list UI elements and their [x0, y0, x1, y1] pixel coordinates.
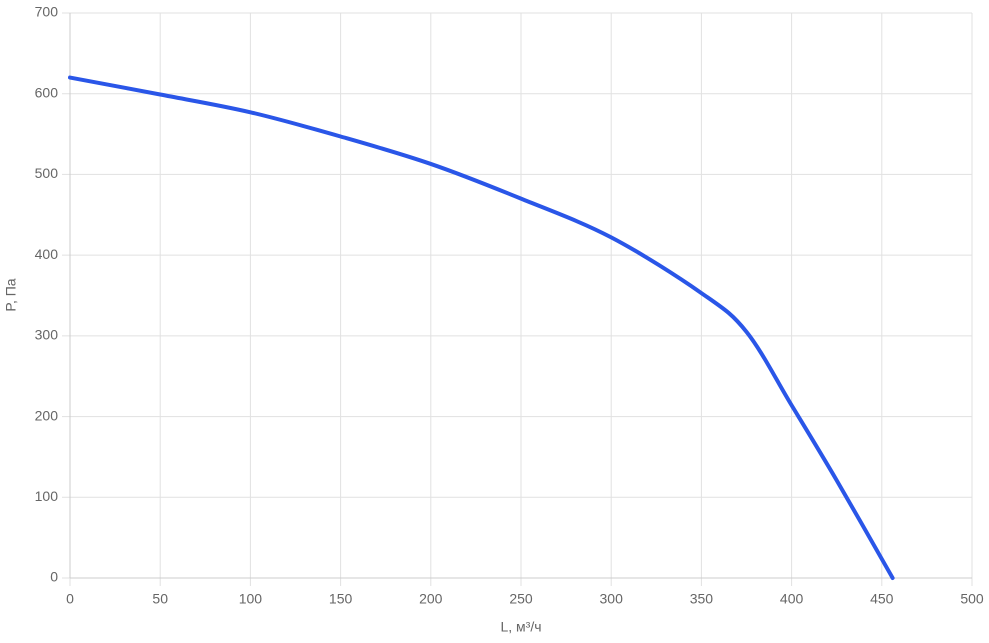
x-tick-label: 250	[509, 591, 533, 607]
y-tick-label: 100	[35, 488, 59, 504]
y-tick-label: 0	[50, 569, 58, 585]
y-tick-label: 400	[35, 246, 59, 262]
x-axis-label: L, м³/ч	[500, 619, 541, 635]
x-tick-label: 350	[690, 591, 714, 607]
y-axis-label: P, Па	[3, 278, 19, 311]
y-tick-label: 700	[35, 4, 59, 20]
x-tick-label: 100	[239, 591, 263, 607]
x-tick-label: 50	[152, 591, 168, 607]
x-tick-label: 400	[780, 591, 804, 607]
y-tick-label: 300	[35, 327, 59, 343]
x-tick-label: 0	[66, 591, 74, 607]
x-tick-label: 500	[960, 591, 984, 607]
y-tick-label: 500	[35, 165, 59, 181]
y-tick-label: 200	[35, 407, 59, 423]
x-tick-label: 300	[600, 591, 624, 607]
x-tick-label: 450	[870, 591, 894, 607]
x-tick-label: 200	[419, 591, 443, 607]
line	[68, 75, 895, 580]
y-tick-label: 600	[35, 84, 59, 100]
x-tick-label: 150	[329, 591, 353, 607]
